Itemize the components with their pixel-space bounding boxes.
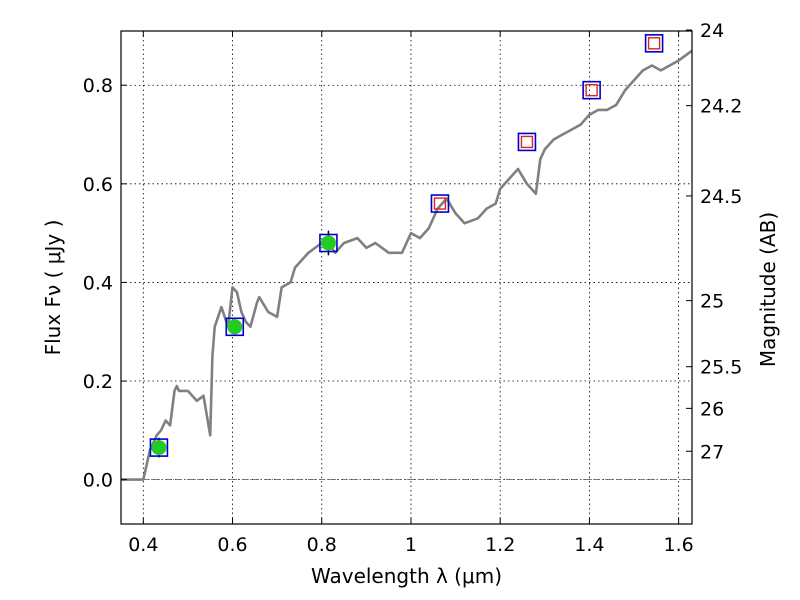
grid <box>121 31 692 524</box>
x-tick-label: 1 <box>405 534 417 556</box>
mag-tick-label: 25.5 <box>700 357 742 379</box>
mag-tick-label: 27 <box>700 441 724 463</box>
mag-tick-label: 25 <box>700 291 724 313</box>
y-axis-title: Flux Fν ( μJy ) <box>41 220 65 356</box>
predicted-point <box>520 135 534 149</box>
y-tick-label: 0.2 <box>83 371 113 393</box>
y-tick-label: 0.6 <box>83 174 113 196</box>
x-tick-label: 1.4 <box>574 534 604 556</box>
predicted-point <box>433 197 447 210</box>
model-photometry-box <box>644 34 664 53</box>
y-tick-label: 0.8 <box>83 75 113 97</box>
model-photometry-box <box>225 317 245 337</box>
mag-tick-label: 24.2 <box>700 96 742 118</box>
model-photometry-box <box>319 233 338 253</box>
x-tick-label: 1.6 <box>664 534 694 556</box>
plot-frame <box>120 30 693 525</box>
x-tick-label: 0.8 <box>307 534 337 556</box>
predicted-point <box>647 37 661 50</box>
mag-tick-label: 24 <box>700 20 724 42</box>
observed-point <box>151 440 167 456</box>
axis-ticks: 0.4 0.6 0.8 1 1.2 1.4 1.6 0.0 0.2 0.4 0.6 0.8 24 24.2… <box>83 20 743 556</box>
model-photometry-box <box>517 132 537 152</box>
mag-tick-label: 24.5 <box>700 186 742 208</box>
mag-tick-label: 26 <box>700 398 724 420</box>
model-photometry-box <box>430 194 450 213</box>
x-tick-label: 0.4 <box>128 534 158 556</box>
model-photometry-box <box>149 438 169 457</box>
predicted-point <box>585 83 598 97</box>
observed-point <box>320 235 336 251</box>
model-photometry-box <box>582 80 601 100</box>
photometry-points <box>149 34 664 458</box>
model-sed <box>121 49 693 481</box>
y-tick-label: 0.4 <box>83 272 113 294</box>
y-tick-label: 0.0 <box>83 470 113 492</box>
observed-point <box>227 319 243 335</box>
model-sed-line <box>121 49 693 481</box>
x-tick-label: 1.2 <box>485 534 515 556</box>
x-axis-title: Wavelength λ (μm) <box>311 564 502 588</box>
y2-axis-title: Magnitude (AB) <box>756 212 780 367</box>
x-tick-label: 0.6 <box>217 534 247 556</box>
